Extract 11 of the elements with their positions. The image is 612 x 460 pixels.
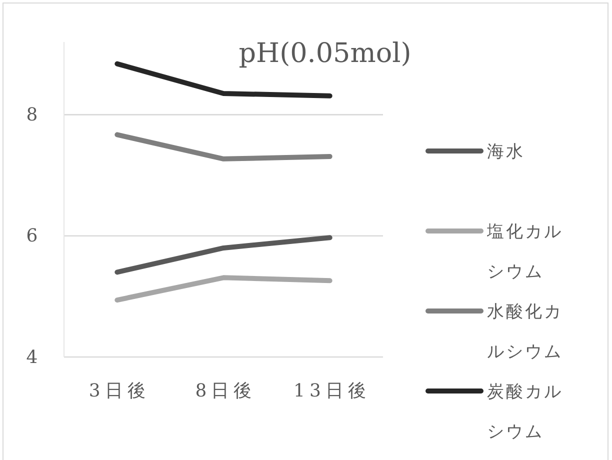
y-tick-label: 4 <box>26 346 38 368</box>
chart-title: pH(0.05mol) <box>238 38 412 69</box>
legend-label: 塩化カルシウム <box>486 222 564 282</box>
y-tick-label: 6 <box>26 226 38 247</box>
legend-label: 海水 <box>487 142 526 162</box>
legend-label: 炭酸カルシウム <box>487 382 564 442</box>
x-tick-label: 13日後 <box>294 380 370 402</box>
x-tick-label: 3日後 <box>88 380 150 402</box>
x-tick-label: 8日後 <box>195 380 256 402</box>
legend-label: 水酸化カルシウム <box>487 302 564 362</box>
y-tick-label: 8 <box>26 104 38 126</box>
